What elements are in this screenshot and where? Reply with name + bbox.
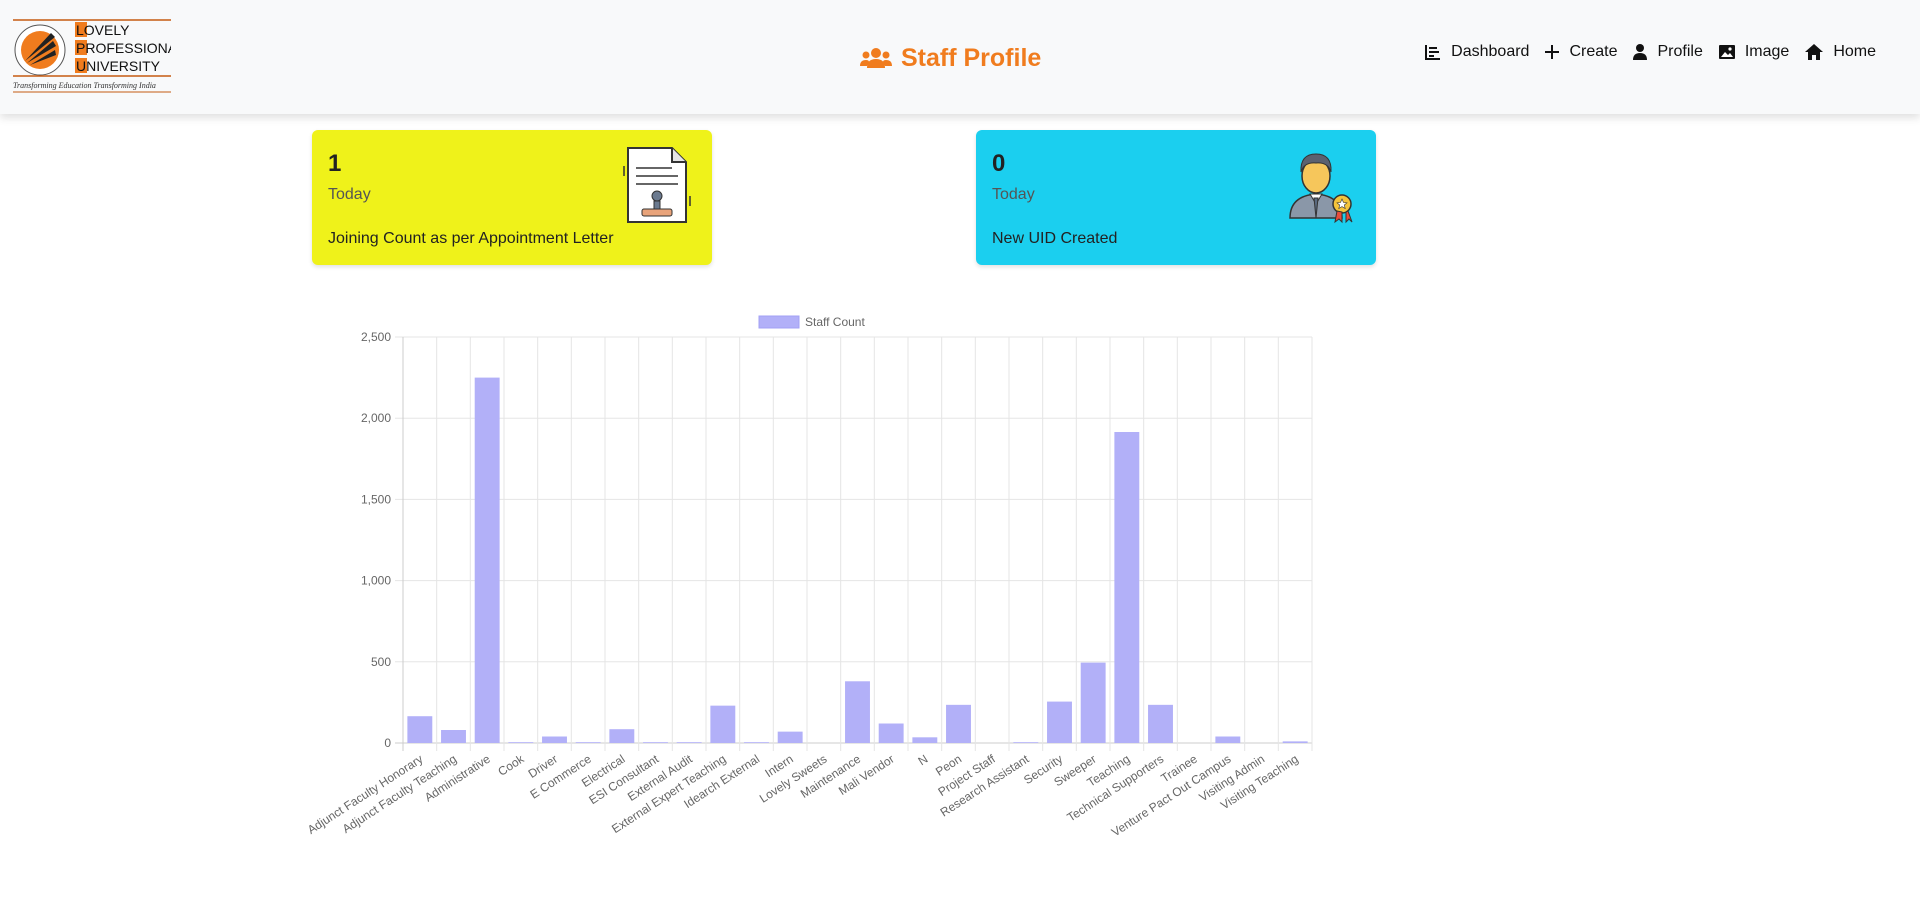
y-tick-label: 2,000 (361, 411, 391, 425)
lpu-logo[interactable]: LOVELY PROFESSIONAL UNIVERSITY Transform… (13, 19, 171, 94)
y-tick-label: 500 (371, 655, 391, 669)
users-icon (860, 48, 892, 68)
bar-teaching[interactable] (1114, 432, 1140, 743)
bar-cook[interactable] (508, 742, 534, 743)
bar-visiting-teaching[interactable] (1282, 741, 1308, 743)
plus-icon (1545, 45, 1560, 59)
x-tick-label: N (916, 752, 931, 768)
bar-peon[interactable] (946, 704, 971, 743)
bar-driver[interactable] (542, 736, 567, 743)
header: LOVELY PROFESSIONAL UNIVERSITY Transform… (0, 0, 1920, 114)
x-tick-label: Cook (495, 751, 527, 779)
nav-create[interactable]: Create (1545, 43, 1617, 61)
nav-home-label: Home (1833, 43, 1876, 60)
nav-image[interactable]: Image (1718, 43, 1790, 61)
new-uid-card[interactable]: 0 Today New UID Created (976, 130, 1376, 265)
y-tick-label: 2,500 (361, 330, 391, 344)
chart-legend[interactable]: Staff Count (758, 315, 865, 329)
bar-adjunct-faculty-teaching[interactable] (441, 730, 466, 743)
home-icon (1805, 44, 1824, 60)
new-uid-count-value: 0 (992, 150, 1006, 177)
nav-profile[interactable]: Profile (1633, 43, 1703, 61)
legend-label: Staff Count (805, 315, 865, 329)
joining-count-label: Joining Count as per Appointment Letter (328, 230, 614, 247)
bar-security[interactable] (1047, 701, 1072, 743)
bar-electrical[interactable] (609, 729, 635, 743)
image-icon (1718, 45, 1735, 59)
top-nav: Dashboard Create Profile Image Home (1425, 43, 1876, 61)
bar-e-commerce[interactable] (575, 742, 601, 743)
page-title-text: Staff Profile (901, 43, 1042, 72)
bar-technical-supporters[interactable] (1148, 704, 1173, 743)
y-tick-label: 0 (384, 736, 391, 750)
bar-external-expert-teaching[interactable] (710, 705, 736, 743)
bar-chart-icon (1425, 45, 1441, 60)
svg-text:PROFESSIONAL: PROFESSIONAL (76, 40, 171, 56)
nav-dashboard-label: Dashboard (1451, 43, 1530, 60)
joining-count-value: 1 (328, 150, 342, 177)
new-uid-label: New UID Created (992, 230, 1118, 247)
y-tick-label: 1,500 (361, 492, 391, 506)
svg-text:Transforming Education Transfo: Transforming Education Transforming Indi… (13, 81, 156, 90)
bar-idearch-external[interactable] (744, 742, 769, 743)
nav-dashboard[interactable]: Dashboard (1425, 43, 1529, 61)
svg-text:LOVELY: LOVELY (76, 22, 130, 38)
bar-external-audit[interactable] (676, 742, 702, 743)
bar-research-assistant[interactable] (1013, 742, 1039, 743)
new-uid-period: Today (992, 186, 1035, 203)
employee-badge-icon (1289, 153, 1353, 224)
bar-adjunct-faculty-honorary[interactable] (407, 716, 433, 743)
nav-image-label: Image (1744, 43, 1790, 60)
nav-home[interactable]: Home (1805, 43, 1876, 61)
nav-create-label: Create (1569, 43, 1618, 60)
joining-count-card[interactable]: 1 Today Joining Count as per Appointment… (312, 130, 712, 265)
bar-administrative[interactable] (474, 377, 500, 743)
joining-count-period: Today (328, 186, 371, 203)
bar-sweeper[interactable] (1080, 662, 1106, 743)
page-title: Staff Profile (860, 40, 1041, 76)
nav-profile-label: Profile (1657, 43, 1703, 60)
legend-swatch (758, 315, 800, 329)
bar-mali-vendor[interactable] (878, 723, 904, 743)
person-icon (1633, 44, 1648, 60)
bar-esi-consultant[interactable] (643, 742, 668, 743)
bar-venture-pact-out-campus[interactable] (1215, 736, 1241, 743)
bar-maintenance[interactable] (845, 681, 870, 743)
bar-n[interactable] (912, 737, 938, 743)
bar-intern[interactable] (777, 731, 803, 743)
certificate-icon (623, 147, 691, 223)
y-tick-label: 1,000 (361, 574, 391, 588)
svg-text:UNIVERSITY: UNIVERSITY (76, 58, 161, 74)
